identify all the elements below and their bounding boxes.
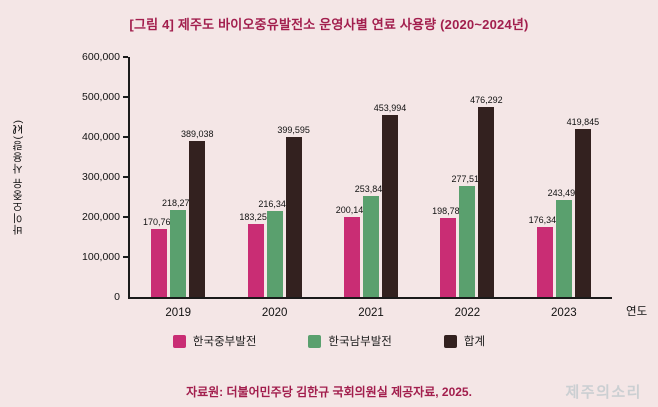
bar-wrap: 253,847 — [355, 184, 387, 297]
legend-swatch — [308, 334, 322, 348]
bar-group-2020: 183,254 216,341 399,595 2020 — [226, 57, 322, 319]
y-tick-label: 400,000 — [82, 131, 120, 143]
bar-wrap: 216,341 — [258, 199, 291, 297]
bar-value-label: 399,595 — [277, 125, 310, 136]
bar-합계 — [285, 137, 302, 297]
legend-label: 합계 — [463, 336, 486, 348]
legend-item: 합계 — [443, 333, 486, 349]
bar-value-label: 243,499 — [547, 187, 581, 198]
bar-wrap: 170,760 — [143, 217, 175, 297]
x-tick-label: 2022 — [454, 307, 481, 319]
bar-wrap: 200,147 — [336, 205, 368, 297]
bar-value-label: 453,994 — [373, 103, 407, 114]
bar-한국남부발전 — [170, 209, 187, 297]
x-tick-label: 2019 — [165, 307, 191, 319]
y-tick-label: 0 — [114, 291, 120, 303]
bar-group-2019: 170,760 218,278 389,038 2019 — [130, 57, 226, 319]
x-axis-title: 연도 — [626, 306, 648, 318]
y-tick-mark — [123, 56, 128, 58]
legend-item: 한국남부발전 — [308, 333, 392, 349]
bar-wrap: 243,499 — [548, 188, 580, 297]
bar-합계 — [189, 141, 206, 297]
y-tick-mark — [123, 96, 128, 98]
y-tick-label: 600,000 — [82, 51, 120, 63]
bar-value-label: 218,278 — [161, 197, 195, 208]
y-tick-mark — [123, 216, 128, 218]
bar-group-2022: 198,781 277,511 476,292 2022 — [419, 57, 515, 320]
bar-wrap: 389,038 — [181, 129, 213, 297]
x-tick-label: 2023 — [551, 307, 577, 319]
bar-wrap: 419,845 — [567, 117, 599, 297]
y-tick-mark — [123, 136, 128, 138]
bar-한국남부발전 — [459, 186, 476, 297]
legend-item: 한국중부발전 — [172, 333, 257, 349]
bar-wrap: 198,781 — [432, 206, 465, 297]
legend-label: 한국남부발전 — [328, 336, 392, 348]
bar-한국남부발전 — [555, 199, 572, 297]
bar-wrap: 176,346 — [529, 215, 561, 297]
watermark: 제주의소리 — [565, 384, 642, 401]
bar-value-label: 183,254 — [239, 211, 272, 222]
y-axis-ticks: 0 100,000 200,000 300,000 400,000 500,000 600,… — [38, 51, 120, 303]
bar-value-label: 200,147 — [335, 204, 369, 215]
bar-wrap: 476,292 — [470, 95, 503, 297]
bar-wrap: 453,994 — [374, 103, 406, 297]
bar-한국중부발전 — [151, 228, 168, 297]
bar-group-2021: 200,147 253,847 453,994 2021 — [323, 57, 419, 319]
bar-value-label: 277,511 — [451, 174, 484, 184]
bar-value-label: 389,038 — [180, 129, 214, 140]
legend-label: 한국중부발전 — [192, 336, 257, 348]
chart-title: [그림 4] 제주도 바이오중유발전소 운영사별 연료 사용량 (2020~20… — [129, 17, 529, 32]
bar-wrap: 218,278 — [162, 198, 194, 297]
bar-한국중부발전 — [536, 226, 553, 297]
y-tick-label: 500,000 — [82, 91, 120, 103]
bar-합계 — [574, 129, 591, 297]
legend-swatch — [443, 334, 457, 348]
bar-value-label: 419,845 — [566, 117, 600, 128]
bar-합계 — [478, 106, 495, 297]
x-tick-label: 2020 — [261, 307, 288, 319]
bar-합계 — [382, 115, 399, 297]
bar-wrap: 277,511 — [451, 174, 483, 297]
y-tick-label: 300,000 — [82, 171, 120, 183]
bar-group-2023: 176,346 243,499 419,845 2023 — [516, 57, 612, 319]
bar-한국중부발전 — [344, 216, 361, 297]
bar-value-label: 176,346 — [528, 214, 562, 225]
y-axis-title-text: 바이오중유 사용량(㎘) — [12, 118, 24, 236]
bar-한국중부발전 — [247, 223, 264, 297]
bar-한국중부발전 — [440, 217, 457, 297]
y-tick-label: 200,000 — [82, 211, 120, 223]
bar-value-label: 216,341 — [258, 198, 291, 209]
legend-swatch — [172, 334, 186, 348]
legend: 한국중부발전 한국남부발전 합계 — [0, 333, 658, 349]
bar-wrap: 183,254 — [239, 212, 272, 297]
plot-area: 연도 170,760 218,278 389,038 2019 183,254 216,3… — [123, 56, 647, 320]
y-tick-label: 100,000 — [82, 251, 120, 263]
bar-value-label: 170,760 — [142, 216, 176, 227]
source-note: 자료원: 더불어민주당 김한규 국회의원실 제공자료, 2025. — [186, 385, 472, 399]
bar-한국남부발전 — [363, 195, 380, 297]
x-tick-label: 2021 — [358, 307, 384, 319]
bar-value-label: 198,781 — [432, 205, 465, 216]
bar-wrap: 399,595 — [277, 125, 310, 297]
bar-value-label: 253,847 — [354, 183, 388, 194]
y-tick-mark — [123, 256, 128, 258]
bar-한국남부발전 — [266, 210, 283, 297]
bar-value-label: 476,292 — [470, 94, 503, 105]
y-axis-title: 바이오중유 사용량(㎘) — [10, 57, 25, 297]
y-tick-mark — [123, 176, 128, 178]
